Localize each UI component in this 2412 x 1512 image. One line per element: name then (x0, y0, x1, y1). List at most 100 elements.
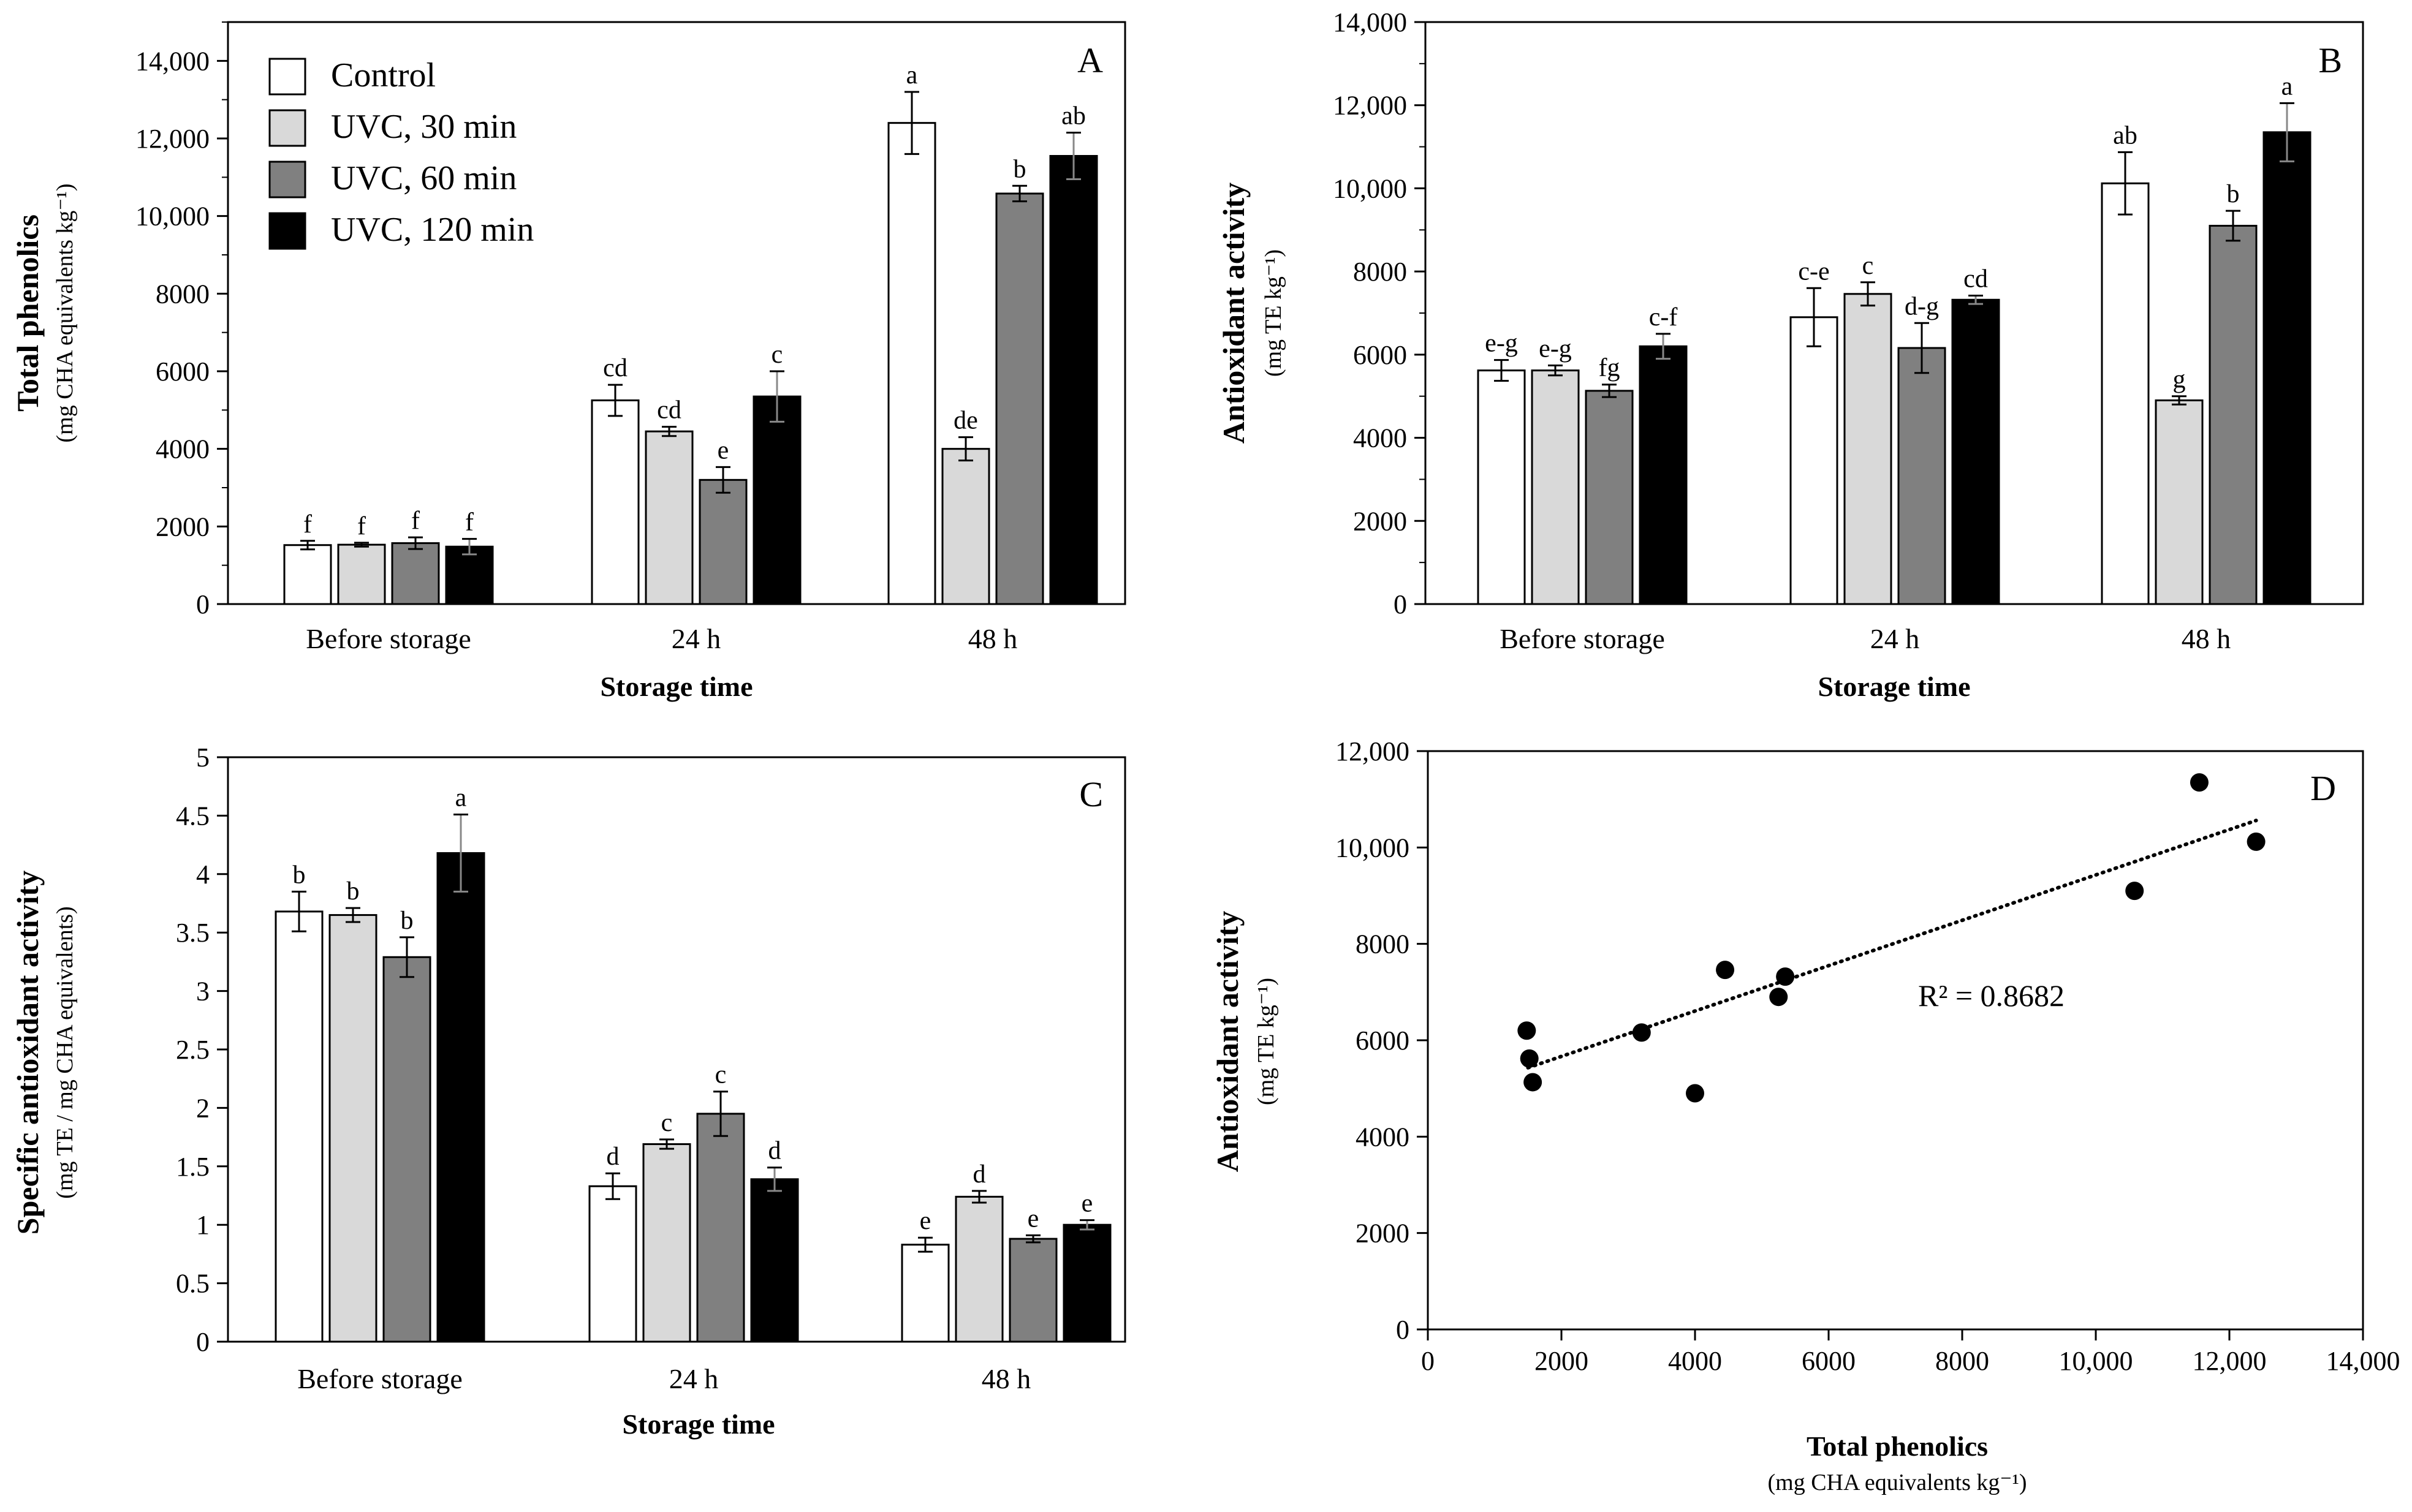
panel-c-significance-label: c (715, 1061, 727, 1089)
panel-d-point (1632, 1023, 1651, 1042)
panel-c-significance-label: c (661, 1109, 673, 1137)
panel-b-y-tick-label: 4000 (1353, 423, 1407, 453)
legend-swatch-uvc60 (268, 161, 306, 198)
panel-c-bar (275, 910, 324, 1343)
panel-d-r2-annotation: R² = 0.8682 (1918, 978, 2065, 1013)
panel-a-y-subtitle: (mg CHA equivalents kg⁻¹) (52, 183, 78, 442)
panel-c-y-tick-label: 2 (196, 1093, 210, 1123)
legend-label-uvc120: UVC, 120 min (331, 211, 534, 249)
panel-a-x-title: Storage time (600, 671, 753, 702)
panel-b-bar (1585, 390, 1634, 605)
panel-d-x-subtitle: (mg CHA equivalents kg⁻¹) (1767, 1470, 2027, 1495)
panel-b-y-subtitle: (mg TE kg⁻¹) (1261, 249, 1286, 377)
panel-d-frame (1427, 750, 2364, 1331)
panel-a-significance-label: cd (657, 396, 681, 425)
panel-d-points (1517, 773, 2266, 1103)
panel-a-y-tick-label: 6000 (156, 357, 210, 387)
panel-b-y-tick-label: 14,000 (1333, 7, 1407, 37)
panel-b-significance-label: c (1862, 252, 1874, 280)
panel-b-significance-label: e-g (1539, 335, 1572, 363)
panel-a-y-tick-label: 10,000 (135, 202, 210, 232)
panel-a-y-tick-label: 2000 (156, 512, 210, 542)
panel-d-y-tick-label: 6000 (1356, 1026, 1409, 1056)
panel-c-y-tick-label: 0 (196, 1327, 210, 1357)
panel-b-y-tick-label: 0 (1394, 589, 1407, 619)
panel-c-category-label: 48 h (982, 1363, 1031, 1394)
panel-b: 0 2000 4000 6000 8000 10,000 12,000 14,000 Befor… (1216, 7, 2364, 702)
panel-a-category-label: 24 h (672, 623, 721, 654)
panel-c-bar (642, 1143, 691, 1343)
panel-c-significance-label: e (1028, 1204, 1039, 1233)
panel-d-x-tick-label: 4000 (1668, 1346, 1722, 1376)
panel-b-bar (1639, 345, 1688, 605)
panel-b-y-title: Antioxidant activity (1216, 183, 1251, 444)
panel-a: 0 2000 4000 6000 8000 10,000 12,000 14,000 Befor… (10, 21, 1126, 702)
panel-a-bar (941, 448, 990, 605)
legend-swatch-uvc30 (268, 109, 306, 147)
panel-a-significance-label: ab (1061, 102, 1086, 130)
legend-label-uvc30: UVC, 30 min (331, 108, 517, 146)
panel-b-significance-label: g (2173, 366, 2186, 394)
panel-a-y-title: Total phenolics (10, 214, 45, 412)
panel-c-significance-label: b (293, 861, 306, 889)
panel-a-significance-label: a (906, 61, 918, 89)
panel-d-y-tick-label: 12,000 (1335, 736, 1409, 766)
panel-a-bar (699, 478, 748, 605)
panel-b-letter: B (2318, 40, 2342, 80)
panel-d-x-tick-label: 10,000 (2059, 1346, 2133, 1376)
panel-b-significance-label: e-g (1485, 330, 1518, 358)
panel-a-significance-label: f (357, 512, 366, 540)
panel-d-y-subtitle: (mg TE kg⁻¹) (1253, 978, 1279, 1105)
panel-a-significance-label: f (411, 507, 420, 535)
panel-a-significance-label: de (954, 407, 978, 435)
panel-d-point (1716, 961, 1735, 980)
panel-d-x-tick-label: 12,000 (2193, 1346, 2267, 1376)
panel-b-axis: 0 2000 4000 6000 8000 10,000 12,000 14,000 Befor… (1333, 7, 2231, 654)
panel-d-point (1517, 1021, 1536, 1040)
panel-b-bar (1951, 298, 2000, 605)
panel-a-category-label: 48 h (968, 623, 1018, 654)
panel-c-significance-label: a (455, 784, 467, 812)
panel-d-x-tick-label: 6000 (1802, 1346, 1856, 1376)
panel-c-significance-label: e (1082, 1190, 1093, 1218)
panel-c-bar (588, 1185, 637, 1343)
panel-d-x-tick-label: 2000 (1534, 1346, 1588, 1376)
panel-a-y-tick-label: 4000 (156, 434, 210, 464)
panel-d-x-tick-label: 0 (1421, 1346, 1435, 1376)
panel-b-significance-label: ab (2113, 121, 2137, 149)
panel-c-y-subtitle: (mg TE / mg CHA equivalents) (52, 906, 78, 1198)
legend: Control UVC, 30 min UVC, 60 min UVC, 120… (268, 56, 534, 250)
panel-c-significance-label: d (973, 1160, 986, 1189)
panel-a-significance-label: b (1014, 155, 1026, 183)
panel-a-letter: A (1077, 40, 1103, 80)
panel-c-axis: 0 0.5 1 1.5 2 2.5 3 3.5 4 4.5 5 Before storage 24 h 4… (176, 743, 1031, 1394)
panel-a-bar (645, 430, 694, 605)
panel-b-category-label: 24 h (1870, 623, 1920, 654)
panel-d-y-tick-label: 8000 (1356, 929, 1409, 959)
panel-c-significance-label: d (768, 1137, 781, 1165)
panel-c-significance-label: e (920, 1207, 931, 1235)
panel-b-y-tick-label: 8000 (1353, 257, 1407, 287)
panel-a-bar (753, 395, 802, 605)
panel-b-x-title: Storage time (1818, 671, 1970, 702)
panel-b-significance-label: d-g (1905, 292, 1939, 320)
panel-a-y-tick-label: 0 (196, 589, 210, 619)
panel-d-x-tick-label: 14,000 (2326, 1346, 2400, 1376)
panel-a-category-label: Before storage (306, 623, 471, 654)
panel-b-bar (2209, 225, 2258, 605)
panel-d-point (1776, 967, 1795, 986)
panel-c-bar (1009, 1238, 1058, 1343)
panel-c-category-label: 24 h (669, 1363, 719, 1394)
panel-c-y-tick-label: 3 (196, 977, 210, 1007)
panel-b-bar (2155, 399, 2204, 605)
panel-b-y-tick-label: 10,000 (1333, 173, 1407, 203)
panel-b-significance-label: a (2281, 72, 2293, 100)
legend-label-control: Control (331, 56, 436, 94)
panel-d-trendline (1526, 818, 2258, 1070)
panel-a-significance-label: f (465, 508, 474, 537)
panel-d-point (2125, 882, 2144, 901)
panel-a-y-tick-label: 12,000 (135, 124, 210, 154)
panel-d-x-title: Total phenolics (1807, 1431, 1988, 1462)
panel-b-y-tick-label: 2000 (1353, 506, 1407, 536)
